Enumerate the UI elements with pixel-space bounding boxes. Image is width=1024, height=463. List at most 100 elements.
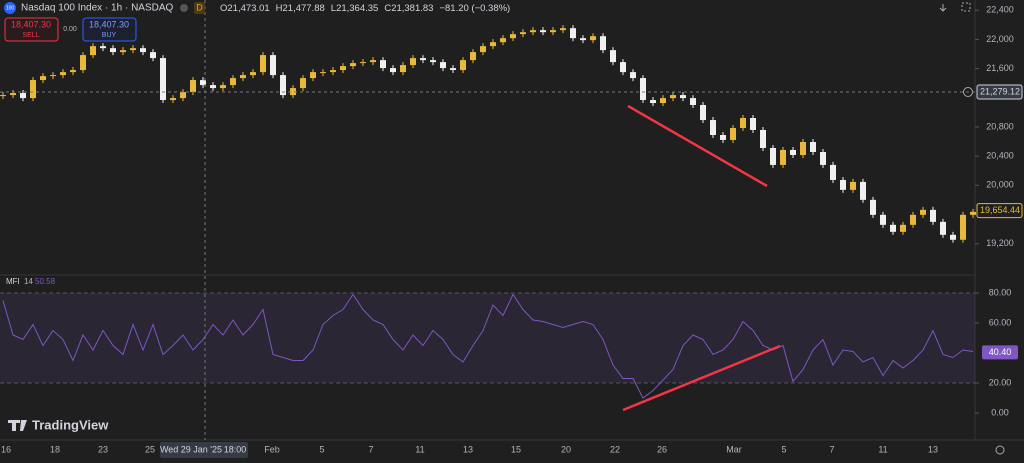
- symbol-title[interactable]: Nasdaq 100 Index · 1h · NASDAQ: [21, 3, 174, 14]
- trend-line[interactable]: [627, 104, 768, 188]
- candle: [920, 209, 926, 215]
- candle: [500, 38, 506, 43]
- candle: [90, 46, 96, 56]
- x-tick-label: 5: [781, 444, 786, 454]
- crosshair-price-box: [976, 84, 1023, 100]
- candle: [320, 72, 326, 74]
- candle: [270, 55, 276, 76]
- candle: [570, 28, 576, 39]
- x-tick-label: 20: [561, 444, 571, 454]
- candle: [510, 34, 516, 39]
- candle: [720, 135, 726, 140]
- x-tick-label: Mar: [726, 444, 742, 454]
- x-tick-label: 13: [463, 444, 473, 454]
- ohlc-item: L21,364.35: [331, 3, 379, 14]
- candle: [60, 72, 66, 76]
- candle: [180, 92, 186, 99]
- indicator-name: MFI: [6, 277, 20, 286]
- candle: [750, 117, 756, 130]
- candle: [620, 62, 626, 73]
- candle: [190, 80, 196, 93]
- candle: [100, 46, 106, 49]
- candle: [20, 93, 26, 99]
- last-value-box: [982, 345, 1018, 360]
- candle: [130, 48, 136, 51]
- candle: [850, 181, 856, 190]
- y-tick-label: 20,400: [986, 151, 1014, 161]
- status-dot: [180, 4, 188, 12]
- download-icon[interactable]: [939, 4, 947, 12]
- candle: [300, 78, 306, 89]
- y-tick-label: 20,000: [986, 180, 1014, 190]
- trend-line[interactable]: [622, 344, 781, 412]
- candle: [600, 36, 606, 51]
- crosshair-date: Wed 29 Jan '25: [160, 444, 222, 454]
- add-alert[interactable]: [963, 87, 973, 97]
- candle: [930, 209, 936, 222]
- candle: [380, 60, 386, 69]
- x-tick-label: 7: [368, 444, 373, 454]
- candle: [340, 66, 346, 71]
- buy-label: BUY: [102, 32, 117, 39]
- indicator-band: [0, 293, 975, 383]
- candle: [140, 48, 146, 53]
- candle: [210, 85, 216, 89]
- candle: [680, 95, 686, 99]
- candle: [770, 147, 776, 165]
- logo-text: 100: [6, 5, 15, 11]
- y-tick-label: 60.00: [989, 317, 1012, 327]
- candle: [240, 75, 246, 79]
- sell-button[interactable]: [4, 17, 59, 42]
- x-tick-label: 13: [928, 444, 938, 454]
- candle: [870, 199, 876, 215]
- watermark-logo: [8, 420, 27, 431]
- buy-button[interactable]: [82, 17, 137, 42]
- candle: [540, 30, 546, 33]
- ohlc-item: O21,473.01: [220, 3, 270, 14]
- candle: [350, 63, 356, 67]
- candle: [690, 98, 696, 106]
- symbol-logo: [4, 2, 16, 14]
- candle: [790, 149, 796, 155]
- y-tick-label: 20,800: [986, 121, 1014, 131]
- candle: [660, 98, 666, 104]
- candle: [650, 100, 656, 104]
- last-value-label: 40.40: [989, 347, 1012, 357]
- x-tick-label: 15: [511, 444, 521, 454]
- settings-button[interactable]: [995, 445, 1005, 455]
- candle: [400, 65, 406, 73]
- y-tick-label: 22,400: [986, 5, 1014, 15]
- candle: [840, 179, 846, 190]
- ohlc-values: O21,473.01 H21,477.88 L21,364.35 C21,381.83…: [220, 3, 510, 14]
- candle: [490, 42, 496, 47]
- ohlc-item: C21,381.83: [384, 3, 433, 14]
- candle: [450, 68, 456, 71]
- candle: [860, 181, 866, 200]
- candle: [160, 58, 166, 101]
- candle: [890, 224, 896, 232]
- badge-box: [194, 2, 205, 14]
- x-tick-label: 5: [319, 444, 324, 454]
- candle: [0, 95, 6, 97]
- sell-label: SELL: [22, 32, 39, 39]
- candle: [830, 164, 836, 180]
- crosshair-hour: 18:00: [224, 444, 247, 454]
- fullscreen-icon[interactable]: [961, 2, 971, 12]
- x-tick-label: 25: [145, 444, 155, 454]
- candle: [760, 129, 766, 148]
- candle: [410, 58, 416, 66]
- candle: [630, 72, 636, 79]
- candle: [640, 78, 646, 101]
- indicator-length: 14: [24, 277, 33, 286]
- indicator-line: [2, 293, 974, 399]
- x-tick-label: 23: [98, 444, 108, 454]
- candle: [700, 105, 706, 121]
- candle: [220, 85, 226, 89]
- candle: [420, 58, 426, 61]
- candle: [460, 60, 466, 71]
- candle: [280, 75, 286, 96]
- candle: [880, 214, 886, 225]
- candle: [970, 211, 976, 215]
- candle: [120, 50, 126, 53]
